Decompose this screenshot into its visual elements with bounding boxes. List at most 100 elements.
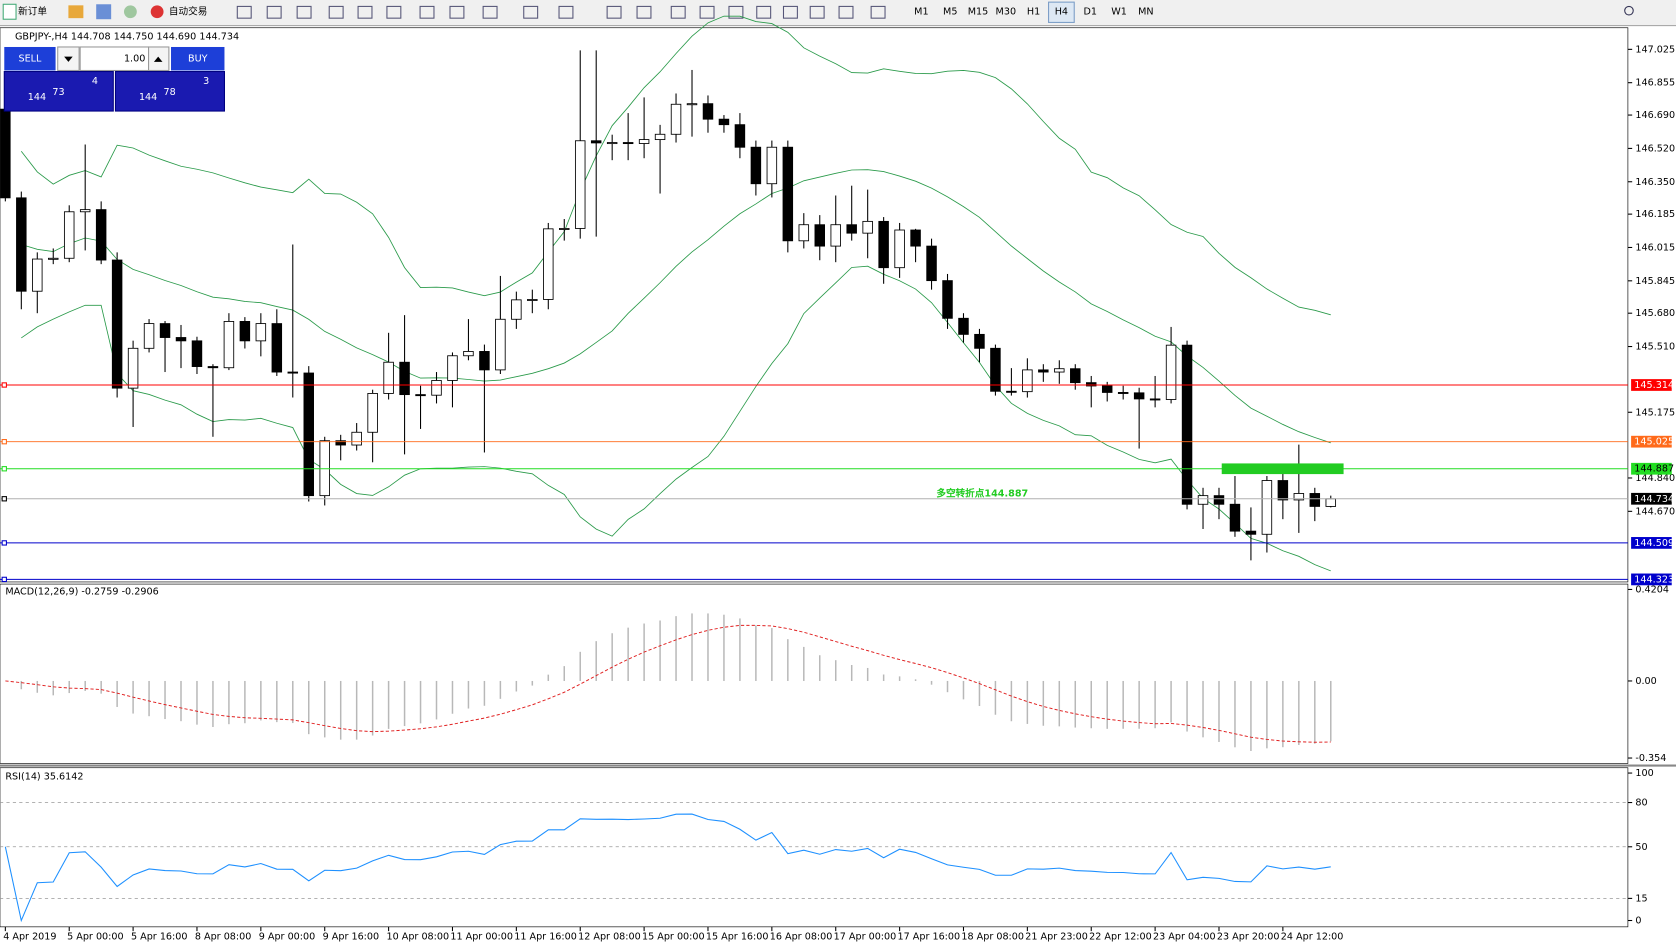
buy-button[interactable] bbox=[171, 46, 225, 71]
timeframe-button[interactable]: M1 bbox=[914, 7, 928, 18]
tool-icon[interactable] bbox=[870, 5, 886, 19]
tool-icon[interactable] bbox=[482, 5, 498, 19]
candle-body bbox=[702, 103, 714, 120]
timeframe-button[interactable]: M5 bbox=[943, 7, 957, 18]
candle-body bbox=[32, 258, 43, 292]
icon[interactable] bbox=[68, 5, 84, 19]
timeframe-button[interactable]: H4 bbox=[1055, 7, 1068, 18]
level-label: 144.734 bbox=[1634, 494, 1674, 505]
time-label: 9 Apr 16:00 bbox=[323, 931, 380, 942]
timeframe-button[interactable]: M15 bbox=[968, 7, 989, 18]
price-tick-label: 146.350 bbox=[1635, 177, 1675, 188]
time-label: 11 Apr 16:00 bbox=[514, 931, 577, 942]
time-label: 5 Apr 00:00 bbox=[67, 931, 124, 942]
tool-icon[interactable] bbox=[386, 5, 402, 19]
search-icon[interactable] bbox=[1624, 5, 1634, 16]
tool-icon[interactable] bbox=[606, 5, 622, 19]
price-tick-label: 145.680 bbox=[1635, 308, 1675, 319]
candle-body bbox=[239, 321, 251, 342]
toolbar bbox=[0, 0, 1676, 26]
tool-icon[interactable] bbox=[419, 5, 435, 19]
candle-body bbox=[670, 103, 682, 135]
tool-icon[interactable] bbox=[809, 5, 825, 19]
tool-icon[interactable] bbox=[236, 5, 252, 19]
lot-value[interactable]: 1.00 bbox=[124, 54, 145, 65]
candle-body bbox=[814, 224, 826, 247]
one-click-panel: SELL 1.00 BUY 144 73 4 144 78 3 bbox=[3, 46, 225, 112]
tool-icon[interactable] bbox=[357, 5, 373, 19]
auto-trading-label[interactable]: 自动交易 bbox=[169, 6, 207, 18]
candle-body bbox=[175, 337, 187, 342]
bollinger-band bbox=[21, 169, 1331, 444]
tool-icon[interactable] bbox=[449, 5, 465, 19]
auto-trading-button[interactable]: 自动交易 bbox=[150, 5, 208, 19]
candle-body bbox=[606, 142, 618, 145]
tool-icon[interactable] bbox=[558, 5, 574, 19]
time-label: 9 Apr 00:00 bbox=[259, 931, 316, 942]
candle-body bbox=[191, 340, 203, 367]
price-tick-label: 145.175 bbox=[1635, 407, 1675, 418]
timeframe-button[interactable]: M30 bbox=[996, 7, 1017, 18]
candle-body bbox=[974, 333, 985, 349]
candle-body bbox=[766, 146, 778, 185]
tool-icon[interactable] bbox=[782, 5, 798, 19]
timeframe-button[interactable]: D1 bbox=[1083, 7, 1097, 18]
tool-icon[interactable] bbox=[699, 5, 715, 19]
sell-label[interactable]: SELL bbox=[18, 54, 42, 65]
level-label: 144.509 bbox=[1634, 538, 1674, 549]
time-label: 17 Apr 00:00 bbox=[834, 931, 897, 942]
tool-icon[interactable] bbox=[728, 5, 744, 19]
price-tick-label: 146.015 bbox=[1635, 242, 1675, 253]
buy-price-box[interactable] bbox=[114, 71, 225, 112]
macd-tick-label: 0.4204 bbox=[1635, 584, 1669, 595]
icon[interactable] bbox=[96, 4, 112, 20]
price-tick-label: 144.670 bbox=[1635, 506, 1675, 517]
level-label-bg bbox=[1631, 462, 1672, 475]
tool-icon[interactable] bbox=[296, 5, 312, 19]
buy-label[interactable]: BUY bbox=[188, 54, 208, 65]
candle-body bbox=[335, 440, 346, 446]
tool-icon[interactable] bbox=[523, 5, 539, 19]
rsi-line bbox=[4, 813, 1331, 923]
tool-icon[interactable] bbox=[670, 5, 686, 19]
candle-body bbox=[1165, 344, 1177, 400]
timeframe-button[interactable]: W1 bbox=[1111, 7, 1127, 18]
price-tick-label: 147.025 bbox=[1635, 44, 1675, 55]
level-label: 145.314 bbox=[1634, 380, 1674, 391]
candle-body bbox=[0, 108, 11, 199]
sell-price-box[interactable] bbox=[3, 71, 114, 112]
candle-body bbox=[798, 224, 810, 242]
candle-body bbox=[351, 431, 362, 446]
main-chart bbox=[0, 15, 1337, 572]
tool-icon[interactable] bbox=[756, 5, 772, 19]
candle-body bbox=[1277, 480, 1289, 501]
candle-body bbox=[878, 220, 889, 269]
sell-price-pips: 73 bbox=[52, 87, 64, 98]
candle-body bbox=[287, 371, 299, 374]
sell-button[interactable] bbox=[4, 46, 56, 71]
candle-body bbox=[926, 245, 937, 282]
level-label-bg bbox=[1631, 379, 1672, 391]
bollinger-band bbox=[21, 265, 1331, 572]
candle-body bbox=[1213, 495, 1225, 505]
time-label: 18 Apr 08:00 bbox=[961, 931, 1024, 942]
tool-icon[interactable] bbox=[838, 5, 854, 19]
tool-icon[interactable] bbox=[636, 5, 652, 19]
time-label: 21 Apr 23:00 bbox=[1025, 931, 1088, 942]
tool-icon[interactable] bbox=[328, 5, 344, 19]
timeframe-button[interactable]: H1 bbox=[1027, 7, 1040, 18]
candle-body bbox=[654, 133, 666, 141]
icon[interactable] bbox=[123, 5, 137, 19]
new-order-label[interactable]: 新订单 bbox=[18, 6, 47, 18]
level-label: 144.323 bbox=[1634, 574, 1674, 585]
candle-body bbox=[559, 228, 570, 230]
time-label: 23 Apr 20:00 bbox=[1217, 931, 1280, 942]
new-order-button[interactable]: 新订单 bbox=[2, 3, 47, 20]
timeframe-button[interactable]: MN bbox=[1138, 7, 1153, 18]
tool-icon[interactable] bbox=[266, 5, 282, 19]
candle-body bbox=[223, 321, 235, 369]
candle-body bbox=[319, 440, 330, 497]
level-marker bbox=[1, 466, 7, 472]
macd-tick-label: -0.354 bbox=[1635, 753, 1666, 764]
rsi-tick-label: 0 bbox=[1635, 916, 1641, 927]
